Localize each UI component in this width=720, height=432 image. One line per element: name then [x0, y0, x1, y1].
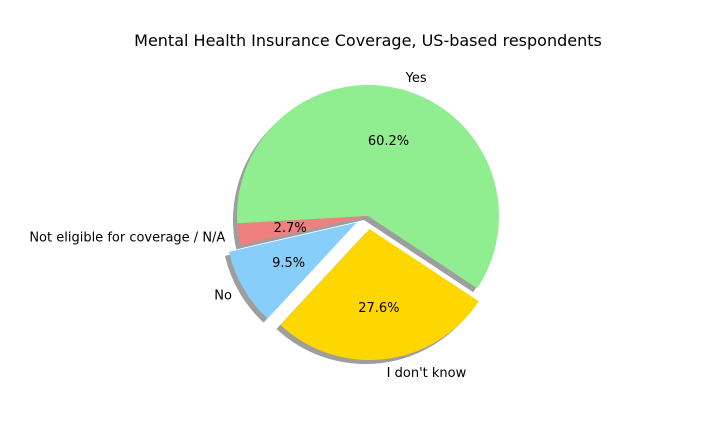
slice-not-eligible-for-coverage-n-a	[237, 216, 368, 246]
slice-i-don-t-know	[280, 229, 479, 361]
slice-labels: 60.2% Yes 2.7% Not eligible for coverage / …	[29, 71, 466, 381]
slice-label-not-eligible-for-coverage-n-a: Not eligible for coverage / N/A	[29, 230, 225, 245]
slice-yes	[237, 85, 499, 289]
chart-title: Mental Health Insurance Coverage, US-bas…	[134, 31, 602, 50]
slice-label-i-don-t-know: I don't know	[387, 366, 467, 381]
pct-label-i-don-t-know: 27.6%	[358, 301, 399, 316]
pct-label-yes: 60.2%	[368, 134, 409, 149]
pie-slices	[228, 85, 499, 361]
slice-label-no: No	[214, 289, 232, 304]
pct-label-not-eligible-for-coverage-n-a: 2.7%	[274, 221, 307, 236]
pct-label-no: 9.5%	[272, 256, 305, 271]
slice-label-yes: Yes	[405, 71, 427, 86]
slice-no	[228, 222, 357, 319]
